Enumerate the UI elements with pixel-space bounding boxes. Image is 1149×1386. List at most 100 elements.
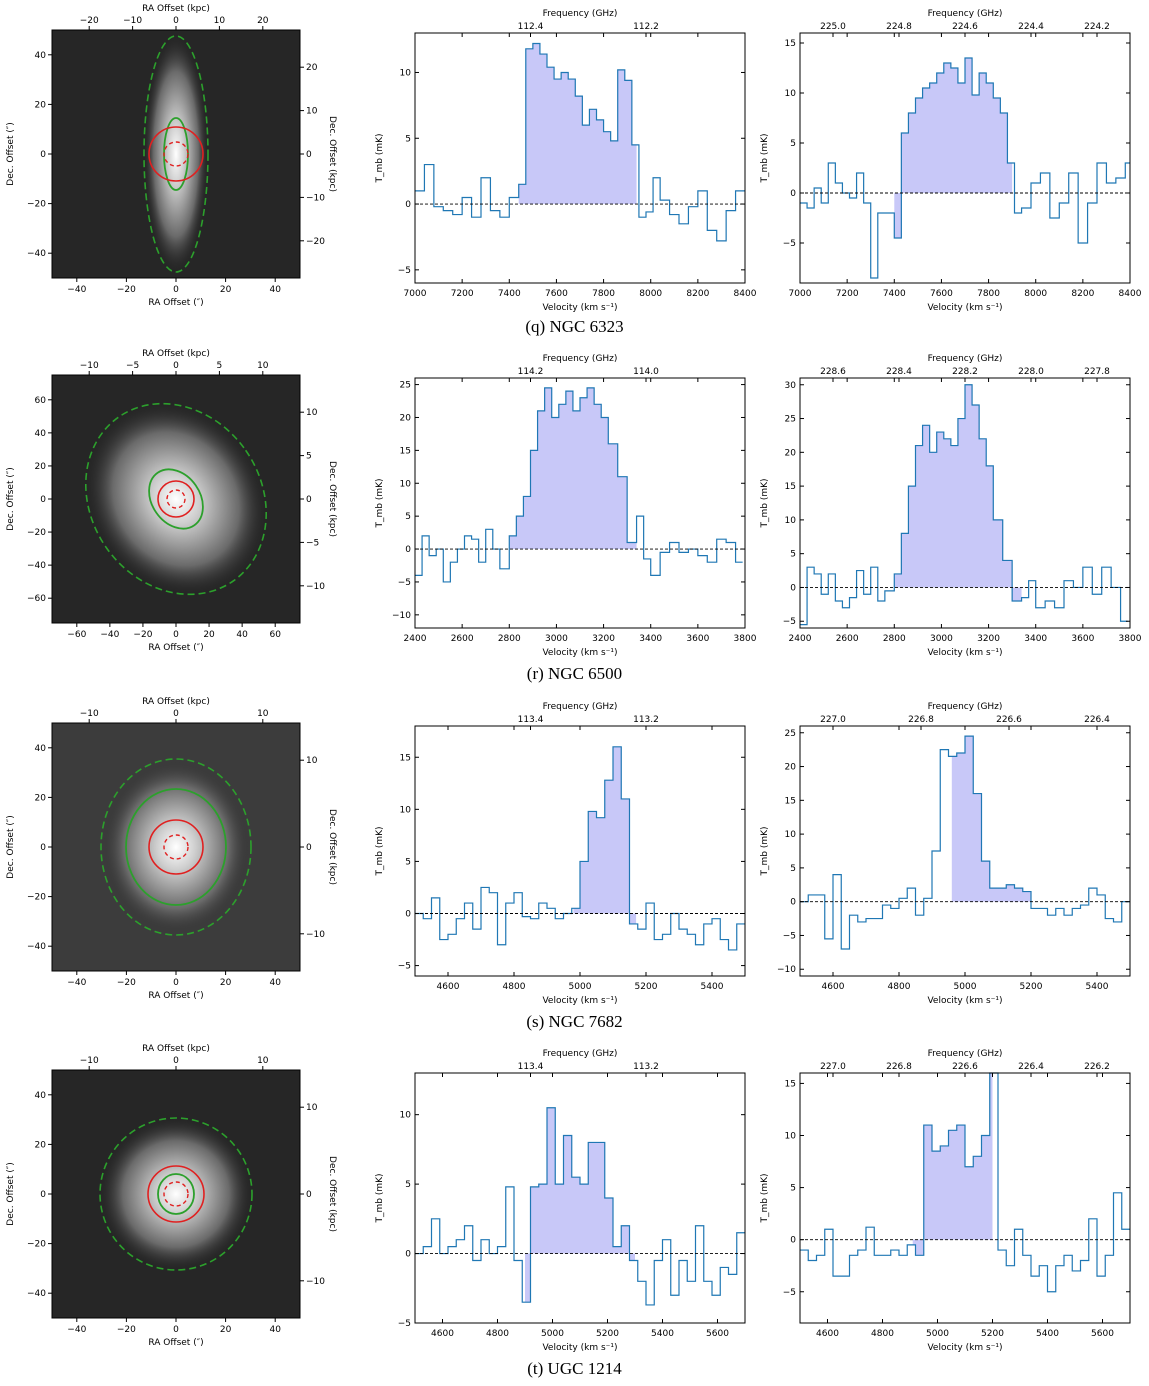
dec-arcsec-title: Dec. Offset (″) (6, 122, 16, 185)
x-tick-label: 5400 (701, 982, 724, 992)
x-tick-label: 60 (269, 630, 281, 640)
y-tick-label: −40 (27, 1289, 46, 1299)
velocity-axis-title: Velocity (km s⁻¹) (542, 996, 617, 1006)
freq-tick-label: 113.2 (633, 715, 659, 725)
y-tick-label: 5 (405, 512, 411, 522)
ra-kpc-title: RA Offset (kpc) (142, 1044, 210, 1054)
y-tick-label: −40 (27, 249, 46, 259)
freq-axis-title: Frequency (GHz) (928, 1049, 1003, 1059)
x-tick-label: 4600 (816, 1329, 839, 1339)
kpc-tick-label: 5 (306, 452, 312, 462)
x-tick-label: 40 (236, 630, 248, 640)
kpc-tick-label: 10 (306, 107, 318, 117)
kpc-tick-label: −10 (306, 1277, 325, 1287)
ra-kpc-title: RA Offset (kpc) (142, 349, 210, 359)
y-tick-label: 0 (405, 1250, 411, 1260)
x-tick-label: 4800 (888, 982, 911, 992)
x-tick-label: 2600 (836, 634, 859, 644)
kpc-tick-label: 0 (173, 709, 179, 719)
x-tick-label: 40 (269, 978, 281, 988)
y-tick-label: −5 (783, 239, 796, 249)
y-tick-label: −40 (27, 942, 46, 952)
freq-tick-label: 226.8 (886, 1062, 912, 1072)
freq-tick-label: 224.2 (1084, 22, 1110, 32)
y-tick-label: 20 (35, 793, 47, 803)
plot-frame (414, 32, 746, 284)
y-tick-label: −5 (398, 962, 411, 972)
dec-kpc-title: Dec. Offset (kpc) (327, 809, 337, 885)
caption-t: (t) UGC 1214 (527, 1359, 622, 1378)
spectrum-step-line (800, 1072, 1130, 1293)
tmb-axis-title: T_mb (mK) (375, 478, 385, 528)
beam-circle-co21 (163, 1181, 189, 1207)
freq-axis-title: Frequency (GHz) (928, 354, 1003, 364)
x-tick-label: 5000 (541, 1329, 564, 1339)
y-tick-label: 15 (785, 796, 796, 806)
velocity-axis-title: Velocity (km s⁻¹) (542, 303, 617, 313)
y-tick-label: 10 (400, 805, 412, 815)
galaxy-emission (100, 1118, 252, 1270)
outer-ellipse-dashed (84, 402, 268, 596)
y-tick-label: 15 (400, 446, 411, 456)
x-tick-label: 5200 (596, 1329, 619, 1339)
y-tick-label: 5 (405, 134, 411, 144)
freq-tick-label: 228.4 (886, 367, 912, 377)
caption-q: (q) NGC 6323 (525, 317, 624, 336)
ra-arcsec-title: RA Offset (″) (148, 991, 203, 1001)
x-tick-label: 7400 (498, 289, 521, 299)
y-tick-label: 25 (400, 381, 411, 391)
y-tick-label: 20 (35, 462, 47, 472)
kpc-tick-label: 0 (306, 495, 312, 505)
kpc-tick-label: 20 (306, 63, 318, 73)
x-tick-label: −20 (117, 1325, 136, 1335)
kpc-tick-label: 10 (306, 756, 318, 766)
y-tick-label: −20 (27, 528, 46, 538)
y-tick-label: 10 (785, 830, 797, 840)
ra-arcsec-title: RA Offset (″) (148, 298, 203, 308)
caption-r: (r) NGC 6500 (526, 664, 623, 683)
galaxy-emission (85, 403, 267, 595)
x-tick-label: 20 (220, 1325, 232, 1335)
freq-tick-label: 112.4 (518, 22, 544, 32)
x-tick-label: 8400 (734, 289, 757, 299)
y-tick-label: 0 (40, 1190, 46, 1200)
spectrum-step-line (415, 387, 743, 583)
x-tick-label: 7800 (977, 289, 1000, 299)
y-tick-label: −10 (777, 965, 796, 975)
y-tick-label: −10 (392, 611, 411, 621)
y-tick-label: 0 (40, 495, 46, 505)
y-tick-label: 20 (785, 763, 797, 773)
freq-tick-label: 227.0 (820, 1062, 846, 1072)
x-tick-label: 40 (269, 285, 281, 295)
x-tick-label: 5400 (1036, 1329, 1059, 1339)
x-tick-label: 5200 (1020, 982, 1043, 992)
spectrum-step-line (415, 42, 745, 242)
y-tick-label: 0 (405, 910, 411, 920)
tmb-axis-title: T_mb (mK) (760, 1173, 770, 1223)
spectrum-s-co21: 4600 4800 5000 5200 5400 −10 −5 0 5 10 15 20 25 227.0… (760, 702, 1131, 1006)
x-tick-label: 2400 (404, 634, 427, 644)
x-tick-label: 20 (220, 978, 232, 988)
beam-circle-co21 (163, 834, 189, 860)
x-tick-label: −40 (67, 285, 86, 295)
x-tick-label: 5600 (1091, 1329, 1114, 1339)
dec-kpc-title: Dec. Offset (kpc) (327, 116, 337, 192)
y-tick-label: 10 (400, 1111, 412, 1121)
dec-kpc-title: Dec. Offset (kpc) (327, 1156, 337, 1232)
y-tick-label: 10 (400, 479, 412, 489)
freq-tick-label: 226.4 (1084, 715, 1110, 725)
y-tick-label: 0 (790, 583, 796, 593)
kpc-tick-label: 10 (214, 16, 226, 26)
spectrum-step-line (415, 1107, 745, 1306)
plot-frame (414, 377, 746, 629)
x-tick-label: 5600 (706, 1329, 729, 1339)
spectrum-t-co10: 4600 4800 5000 5200 5400 5600 −5 0 5 10 113.4 113.2… (375, 1049, 746, 1353)
x-tick-label: 4600 (437, 982, 460, 992)
freq-tick-label: 226.2 (1084, 1062, 1110, 1072)
y-tick-label: −5 (783, 931, 796, 941)
x-tick-label: 20 (203, 630, 215, 640)
x-tick-label: 5000 (569, 982, 592, 992)
y-tick-label: 25 (785, 415, 796, 425)
freq-tick-label: 113.4 (518, 1062, 544, 1072)
kpc-tick-label: −10 (123, 16, 142, 26)
